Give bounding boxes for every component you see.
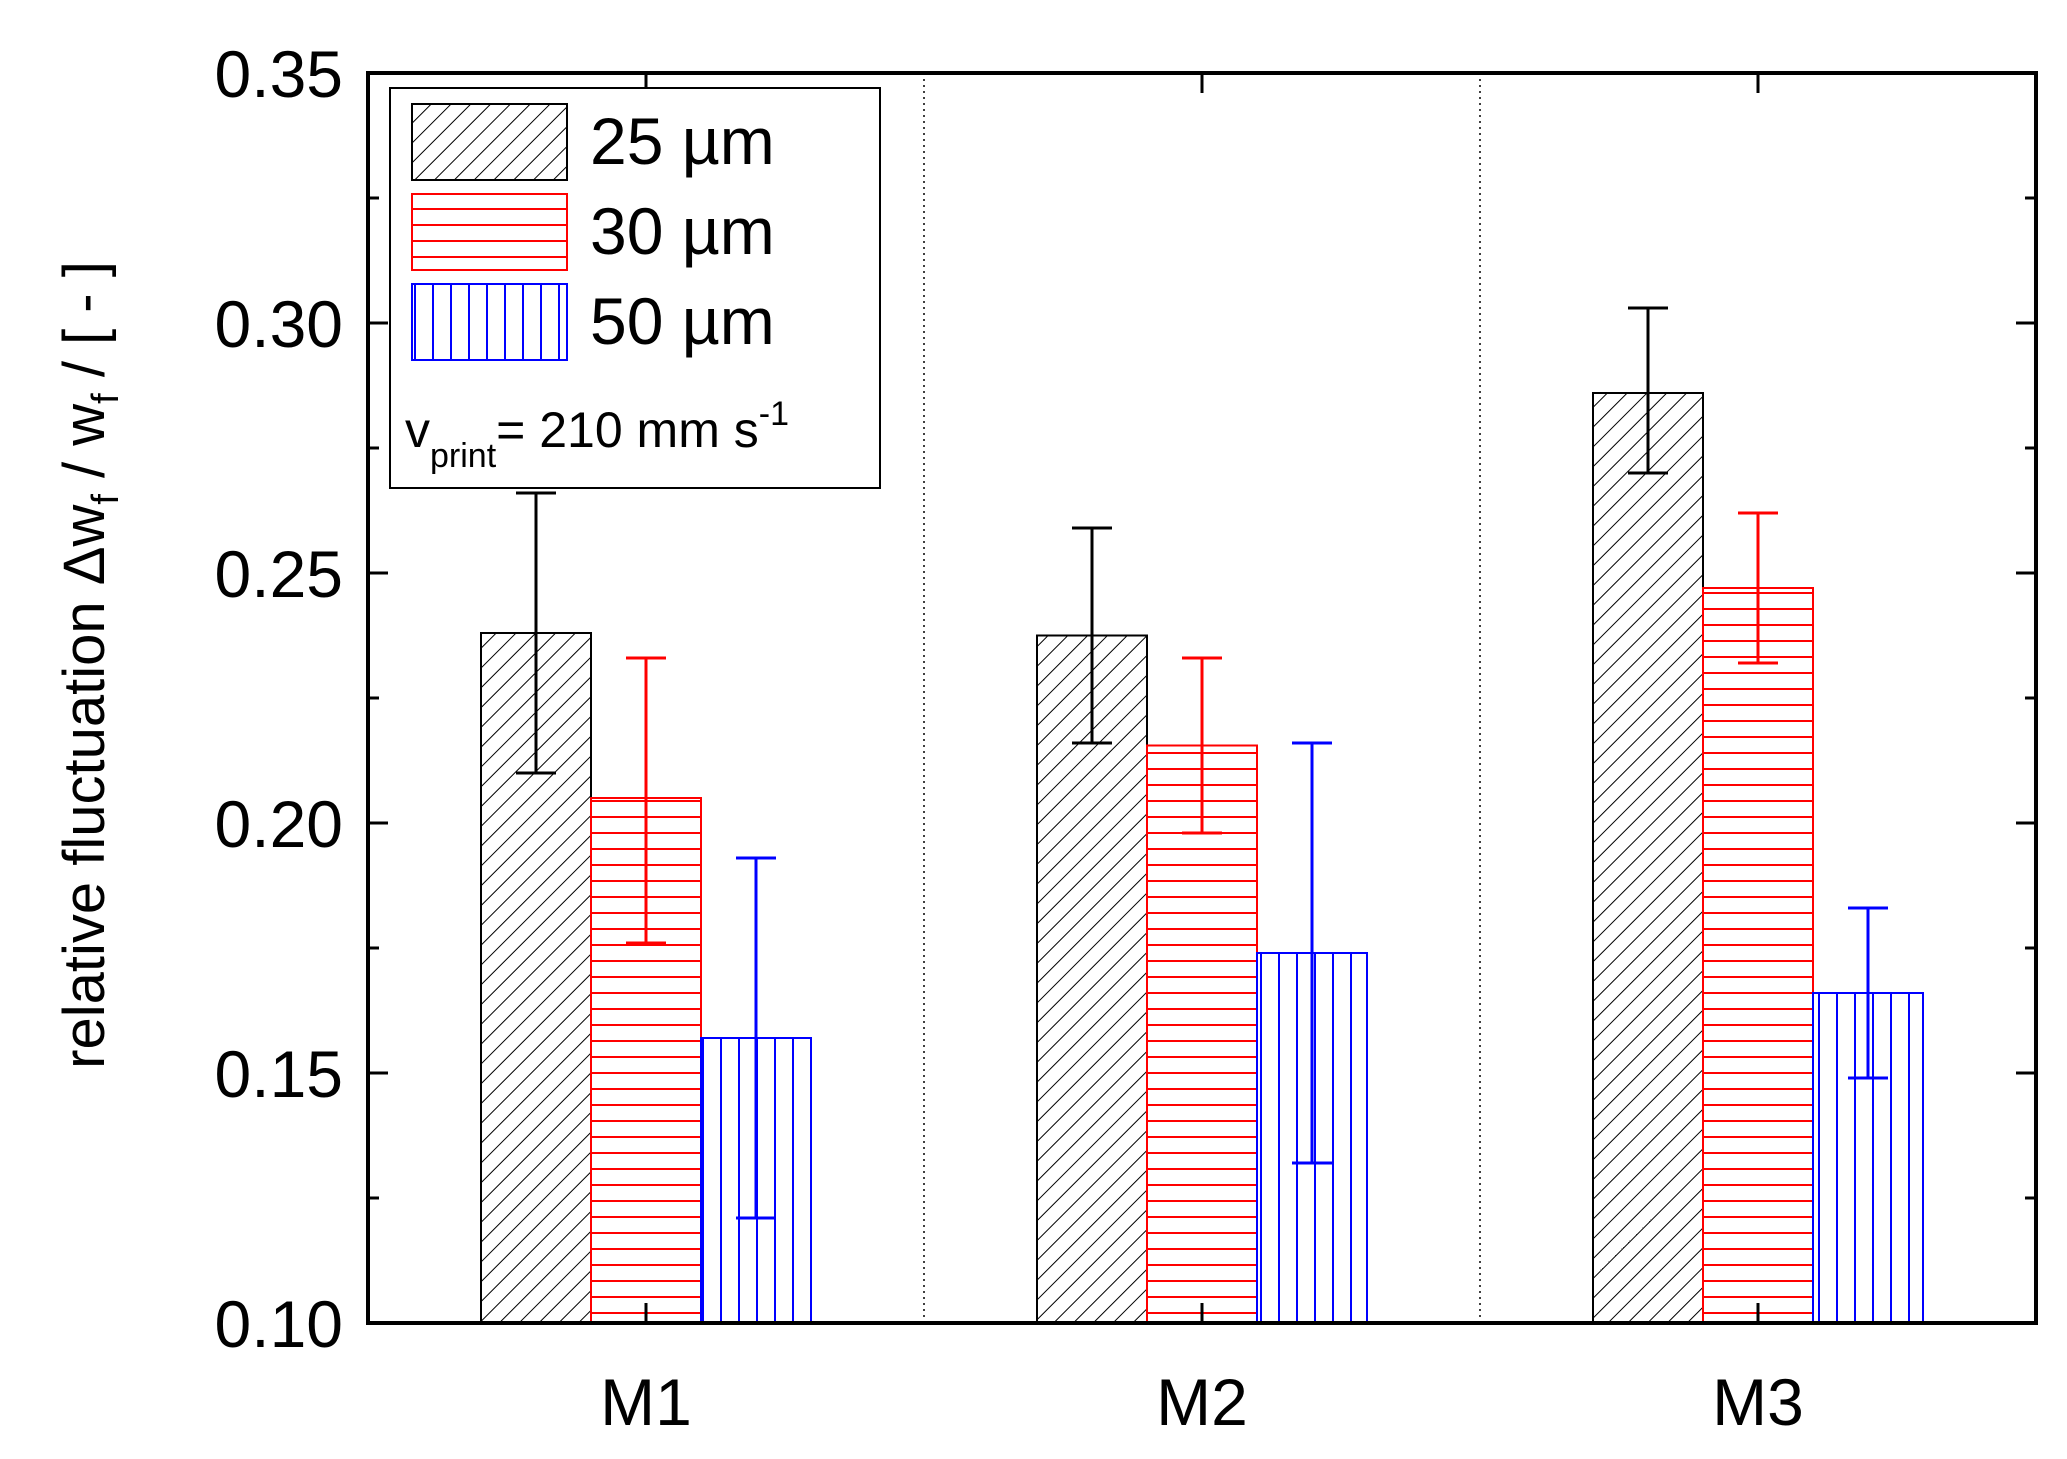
y-tick-label: 0.15: [215, 1037, 343, 1111]
y-tick-label: 0.25: [215, 537, 343, 611]
legend-note: vprint= 210 mm s-1: [405, 395, 789, 475]
bar: [1702, 587, 1814, 1324]
bars-layer: [480, 392, 1924, 1324]
legend-swatch: [411, 283, 568, 361]
x-tick-label: M3: [1712, 1365, 1804, 1439]
error-bars-layer: [516, 306, 1888, 1220]
legend-label: 30 µm: [590, 194, 775, 268]
legend: 25 µm 30 µm 50 µm vprint= 210 mm s-1: [389, 87, 881, 489]
y-tick-label: 0.35: [215, 37, 343, 111]
x-tick-label: M1: [600, 1365, 692, 1439]
y-axis-ticks: 0.10 0.15 0.20 0.25 0.30 0.35: [215, 37, 2036, 1361]
y-tick-label: 0.20: [215, 787, 343, 861]
y-axis-label: relative fluctuation Δwf / wf / [ - ]: [52, 261, 127, 1069]
legend-swatch: [411, 193, 568, 271]
legend-swatch: [411, 103, 568, 181]
bar: [1592, 392, 1704, 1324]
y-tick-label: 0.10: [215, 1287, 343, 1361]
legend-label: 50 µm: [590, 284, 775, 358]
y-tick-label: 0.30: [215, 287, 343, 361]
x-tick-label: M2: [1156, 1365, 1248, 1439]
x-axis-categories: M1 M2 M3: [600, 73, 1804, 1439]
category-separators: [923, 73, 1481, 1323]
legend-label: 25 µm: [590, 104, 775, 178]
